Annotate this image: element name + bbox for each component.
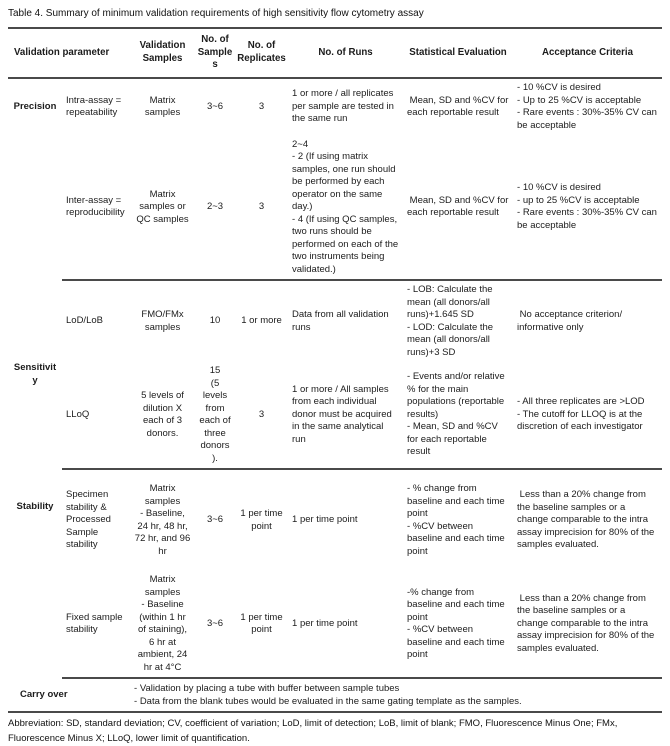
table-row-carry-over: Carry over - Validation by placing a tub… bbox=[8, 678, 662, 712]
cell-no-of-runs: 1 or more / all replicates per sample ar… bbox=[292, 88, 394, 125]
cell-acceptance-criteria: - 10 %CV is desired - up to 25 %CV is ac… bbox=[513, 135, 663, 281]
table-row-inter-assay: Inter-assay = reproducibility Matrix sam… bbox=[8, 135, 663, 281]
cell-no-of-samples: 3~6 bbox=[195, 571, 236, 679]
cell-acceptance-criteria: Less than a 20% change from the baseline… bbox=[517, 489, 655, 551]
table-row-lod-lob: Sensitivity LoD/LoB FMO/FMx samples 10 1… bbox=[8, 280, 662, 386]
abbreviation-footnote: Abbreviation: SD, standard deviation; CV… bbox=[8, 718, 618, 744]
cell-no-of-replicates: 1 per time point bbox=[235, 571, 289, 679]
cell-statistical-evaluation: - % change from baseline and each time p… bbox=[407, 483, 505, 557]
section-label-sensitivity: Sensitivity bbox=[13, 362, 57, 386]
cell-validation-samples: 5 levels of dilution X each of 3 donors. bbox=[130, 362, 196, 470]
section-label-carry-over: Carry over bbox=[20, 688, 68, 700]
header-row: Validation parameter Validation Samples … bbox=[8, 28, 663, 79]
cell-no-of-samples: 2~3 bbox=[195, 135, 236, 281]
cell-parameter: LLoQ bbox=[62, 362, 131, 470]
cell-no-of-replicates: 3 bbox=[235, 135, 289, 281]
column-header-no-of-replicates: No. of Replicates bbox=[235, 28, 289, 79]
validation-requirements-table: Validation parameter Validation Samples … bbox=[8, 27, 663, 713]
cell-acceptance-criteria: No acceptance criterion/ informative onl… bbox=[517, 309, 623, 333]
cell-acceptance-criteria: - 10 %CV is desired - Up to 25 %CV is ac… bbox=[517, 82, 657, 131]
cell-parameter: Specimen stability & Processed Sample st… bbox=[66, 489, 111, 551]
cell-no-of-runs: 1 or more / All samples from each indivi… bbox=[288, 362, 404, 470]
column-header-acceptance-criteria: Acceptance Criteria bbox=[513, 28, 663, 79]
cell-acceptance-criteria: Less than a 20% change from the baseline… bbox=[513, 571, 663, 679]
cell-no-of-replicates: 3 bbox=[235, 362, 289, 470]
column-header-no-of-runs: No. of Runs bbox=[288, 28, 404, 79]
cell-parameter: Inter-assay = reproducibility bbox=[62, 135, 131, 281]
section-label-stability: Stability bbox=[16, 501, 54, 512]
cell-statistical-evaluation: - Events and/or relative % for the main … bbox=[403, 362, 514, 470]
cell-no-of-runs: 1 per time point bbox=[292, 514, 358, 526]
cell-acceptance-criteria: - All three replicates are >LOD - The cu… bbox=[513, 362, 663, 470]
table-row-lloq: LLoQ 5 levels of dilution X each of 3 do… bbox=[8, 362, 663, 470]
cell-no-of-runs: 1 per time point bbox=[288, 571, 404, 679]
table-row-intra-assay: Precision Intra-assay = repeatability Ma… bbox=[8, 78, 662, 136]
cell-no-of-samples: 10 bbox=[209, 315, 221, 327]
cell-no-of-samples: 3~6 bbox=[206, 100, 224, 112]
cell-parameter: Fixed sample stability bbox=[62, 571, 131, 679]
cell-statistical-evaluation: Mean, SD and %CV for each reportable res… bbox=[403, 135, 514, 281]
cell-validation-samples: Matrix samples bbox=[144, 94, 181, 119]
column-header-statistical-evaluation: Statistical Evaluation bbox=[403, 28, 514, 79]
cell-statistical-evaluation: Mean, SD and %CV for each reportable res… bbox=[407, 94, 509, 119]
cell-no-of-replicates: 3 bbox=[258, 100, 265, 112]
column-header-no-of-samples: No. of Samples bbox=[195, 28, 236, 79]
table-caption: Table 4. Summary of minimum validation r… bbox=[8, 8, 424, 19]
cell-no-of-runs: Data from all validation runs bbox=[292, 309, 389, 333]
cell-no-of-samples: 3~6 bbox=[206, 514, 224, 526]
table-row-specimen-stability: Stability Specimen stability & Processed… bbox=[8, 469, 662, 571]
column-header-validation-parameter: Validation parameter bbox=[8, 28, 131, 79]
cell-no-of-replicates: 1 or more bbox=[241, 315, 282, 327]
cell-statistical-evaluation: -% change from baseline and each time po… bbox=[403, 571, 514, 679]
cell-carry-over-description: - Validation by placing a tube with buff… bbox=[134, 683, 522, 707]
cell-parameter: Intra-assay = repeatability bbox=[66, 94, 122, 119]
table-row-fixed-sample-stability: Fixed sample stability Matrix samples - … bbox=[8, 571, 663, 679]
cell-validation-samples: FMO/FMx samples bbox=[141, 309, 184, 333]
cell-validation-samples: Matrix samples or QC samples bbox=[130, 135, 196, 281]
cell-statistical-evaluation: - LOB: Calculate the mean (all donors/al… bbox=[407, 284, 494, 358]
cell-validation-samples: Matrix samples - Baseline (within 1 hr o… bbox=[130, 571, 196, 679]
cell-no-of-samples: 15 (5 levels from each of three donors). bbox=[195, 362, 236, 470]
cell-no-of-runs: 2~4 - 2 (If using matrix samples, one ru… bbox=[288, 135, 404, 281]
cell-no-of-replicates: 1 per time point bbox=[240, 508, 283, 532]
cell-parameter: LoD/LoB bbox=[66, 315, 103, 327]
cell-validation-samples: Matrix samples - Baseline, 24 hr, 48 hr,… bbox=[134, 483, 191, 557]
column-header-validation-samples: Validation Samples bbox=[130, 28, 196, 79]
section-label-precision: Precision bbox=[13, 100, 57, 112]
